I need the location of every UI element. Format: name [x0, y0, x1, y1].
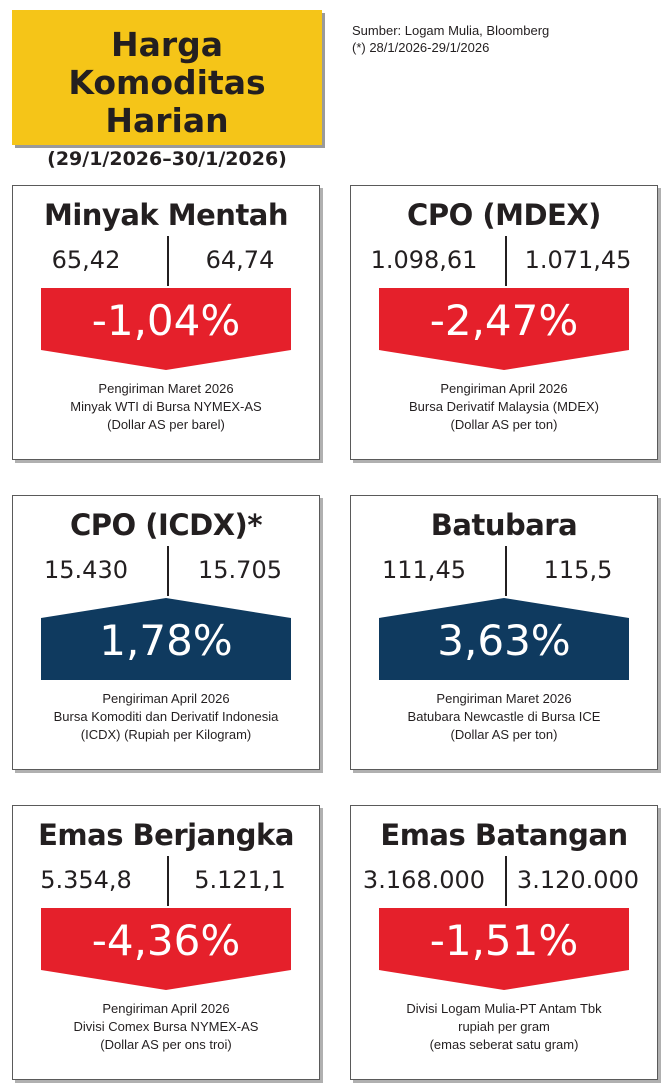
card-minyak-mentah: Minyak Mentah 65,42 64,74 -1,04% Pengiri… [12, 185, 320, 460]
note-line: Divisi Comex Bursa NYMEX-AS [73, 1019, 259, 1034]
change-badge: -1,51% [379, 908, 629, 990]
change-percent: 3,63% [437, 616, 571, 665]
note-line: (Dollar AS per ons troi) [100, 1037, 232, 1052]
down-arrow-shape [41, 908, 291, 990]
title-box: Harga Komoditas Harian (29/1/2026–30/1/2… [12, 10, 322, 170]
source-footnote: (*) 28/1/2026-29/1/2026 [352, 40, 490, 55]
card-batubara: Batubara 111,45 115,5 3,63% Pengiriman M… [350, 495, 658, 770]
card-title: Emas Batangan [380, 818, 628, 852]
change-percent: -1,04% [91, 296, 241, 345]
page-title-line2: Harian [105, 101, 229, 140]
card-note: Pengiriman Maret 2026 Minyak WTI di Burs… [13, 380, 319, 434]
card-emas-batangan: Emas Batangan 3.168.000 3.120.000 -1,51%… [350, 805, 658, 1080]
current-price: 5.121,1 [194, 866, 286, 894]
date-range: (29/1/2026–30/1/2026) [47, 148, 287, 170]
note-line: Bursa Derivatif Malaysia (MDEX) [409, 399, 599, 414]
card-emas-berjangka: Emas Berjangka 5.354,8 5.121,1 -4,36% Pe… [12, 805, 320, 1080]
card-title: Batubara [430, 508, 578, 542]
change-badge: -1,04% [41, 288, 291, 370]
previous-price: 1.098,61 [370, 246, 478, 274]
down-arrow-shape [41, 288, 291, 370]
source-note: Sumber: Logam Mulia, Bloomberg (*) 28/1/… [352, 22, 549, 56]
change-badge: 1,78% [41, 598, 291, 680]
up-arrow-shape [379, 598, 629, 680]
source-line: Sumber: Logam Mulia, Bloomberg [352, 23, 550, 38]
down-arrow-shape [379, 288, 629, 370]
divider [167, 236, 169, 286]
previous-price: 5.354,8 [40, 866, 132, 894]
divider [167, 856, 169, 906]
card-title: CPO (MDEX) [407, 198, 601, 232]
card-cpo-mdex: CPO (MDEX) 1.098,61 1.071,45 -2,47% Peng… [350, 185, 658, 460]
previous-price: 15.430 [44, 556, 128, 584]
card-note: Divisi Logam Mulia-PT Antam Tbk rupiah p… [351, 1000, 657, 1054]
current-price: 1.071,45 [524, 246, 632, 274]
note-line: (ICDX) (Rupiah per Kilogram) [80, 727, 252, 742]
note-line: Pengiriman April 2026 [440, 381, 568, 396]
card-title: Emas Berjangka [38, 818, 294, 852]
page-title-line1: Harga Komoditas [68, 25, 266, 102]
note-line: (Dollar AS per ton) [450, 727, 558, 742]
change-badge: 3,63% [379, 598, 629, 680]
card-note: Pengiriman April 2026 Bursa Komoditi dan… [13, 690, 319, 744]
card-title: Minyak Mentah [43, 198, 289, 232]
down-arrow-shape [379, 908, 629, 990]
current-price: 64,74 [205, 246, 275, 274]
change-percent: -2,47% [429, 296, 579, 345]
note-line: (Dollar AS per ton) [450, 417, 558, 432]
current-price: 15.705 [198, 556, 282, 584]
current-price: 3.120.000 [516, 866, 640, 894]
divider [167, 546, 169, 596]
note-line: rupiah per gram [458, 1019, 550, 1034]
change-badge: -4,36% [41, 908, 291, 990]
divider [505, 546, 507, 596]
change-percent: 1,78% [99, 616, 233, 665]
card-title: CPO (ICDX)* [70, 508, 262, 542]
note-line: Batubara Newcastle di Bursa ICE [407, 709, 601, 724]
note-line: Pengiriman April 2026 [102, 1001, 230, 1016]
note-line: (emas seberat satu gram) [429, 1037, 579, 1052]
card-note: Pengiriman April 2026 Bursa Derivatif Ma… [351, 380, 657, 434]
note-line: Pengiriman Maret 2026 [436, 691, 572, 706]
card-note: Pengiriman April 2026 Divisi Comex Bursa… [13, 1000, 319, 1054]
divider [505, 856, 507, 906]
note-line: Bursa Komoditi dan Derivatif Indonesia [53, 709, 279, 724]
note-line: Divisi Logam Mulia-PT Antam Tbk [406, 1001, 602, 1016]
note-line: Pengiriman April 2026 [102, 691, 230, 706]
previous-price: 111,45 [382, 556, 466, 584]
previous-price: 3.168.000 [362, 866, 486, 894]
note-line: Minyak WTI di Bursa NYMEX-AS [70, 399, 262, 414]
up-arrow-shape [41, 598, 291, 680]
note-line: Pengiriman Maret 2026 [98, 381, 234, 396]
previous-price: 65,42 [51, 246, 121, 274]
card-note: Pengiriman Maret 2026 Batubara Newcastle… [351, 690, 657, 744]
divider [505, 236, 507, 286]
change-percent: -1,51% [429, 916, 579, 965]
note-line: (Dollar AS per barel) [107, 417, 225, 432]
change-percent: -4,36% [91, 916, 241, 965]
change-badge: -2,47% [379, 288, 629, 370]
current-price: 115,5 [543, 556, 613, 584]
card-cpo-icdx: CPO (ICDX)* 15.430 15.705 1,78% Pengirim… [12, 495, 320, 770]
